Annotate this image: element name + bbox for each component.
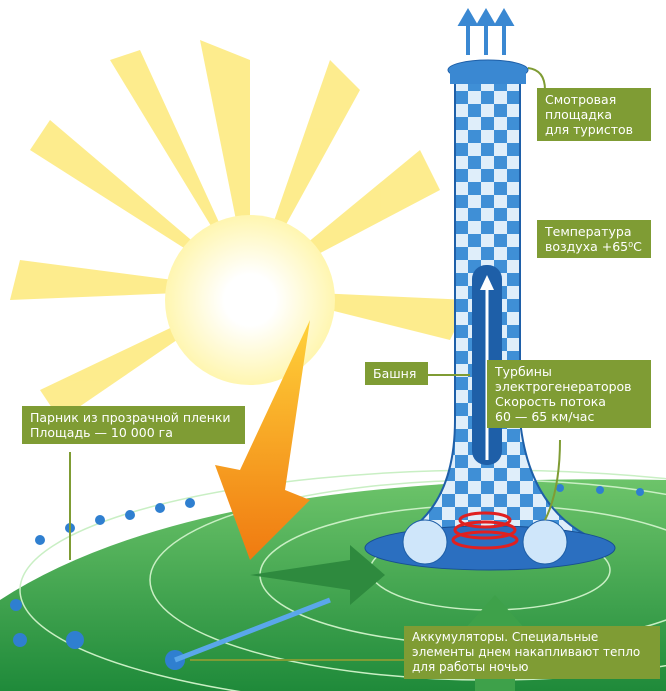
label-line: Турбины [495,364,552,379]
label-line: Площадь — 10 000 га [30,425,173,440]
accumulators [10,484,644,670]
label-line: элементы днем накапливают тепло [412,645,641,659]
flow-arrow [174,597,331,663]
label-line: Парник из прозрачной пленки [30,410,231,425]
spiral-flow [451,511,519,550]
label-line: площадка [545,107,613,122]
label-line: 60 — 65 км/час [495,409,595,424]
label-line: Скорость потока [495,394,606,409]
air-arrow [250,545,385,605]
observation-deck [450,70,526,84]
label: Парник из прозрачной пленки Площадь — 10… [22,406,245,444]
sun [165,215,335,385]
label: Аккумуляторы. Специальные элементы днем … [404,626,660,679]
label-line: для работы ночью [412,660,529,674]
label-line: для туристов [545,122,634,137]
label-line: электрогенераторов [495,379,632,394]
label-line: Температура [545,224,632,239]
label: Температура воздуха +65⁰С [537,220,651,258]
label: Смотровая площадка для туристов [537,88,651,141]
label-line: Башня [373,366,417,381]
label: Турбины электрогенераторов Скорость пото… [487,360,651,428]
updraft-arrow [480,275,494,290]
label: Башня [365,362,428,385]
label-line: воздуха +65⁰С [545,239,642,254]
label-line: Смотровая [545,92,617,107]
label-line: Аккумуляторы. Специальные [412,630,599,644]
leader-lines [69,67,561,661]
turbines [402,519,568,565]
exhaust-arrows [457,8,515,55]
heat-arrow [215,320,310,560]
